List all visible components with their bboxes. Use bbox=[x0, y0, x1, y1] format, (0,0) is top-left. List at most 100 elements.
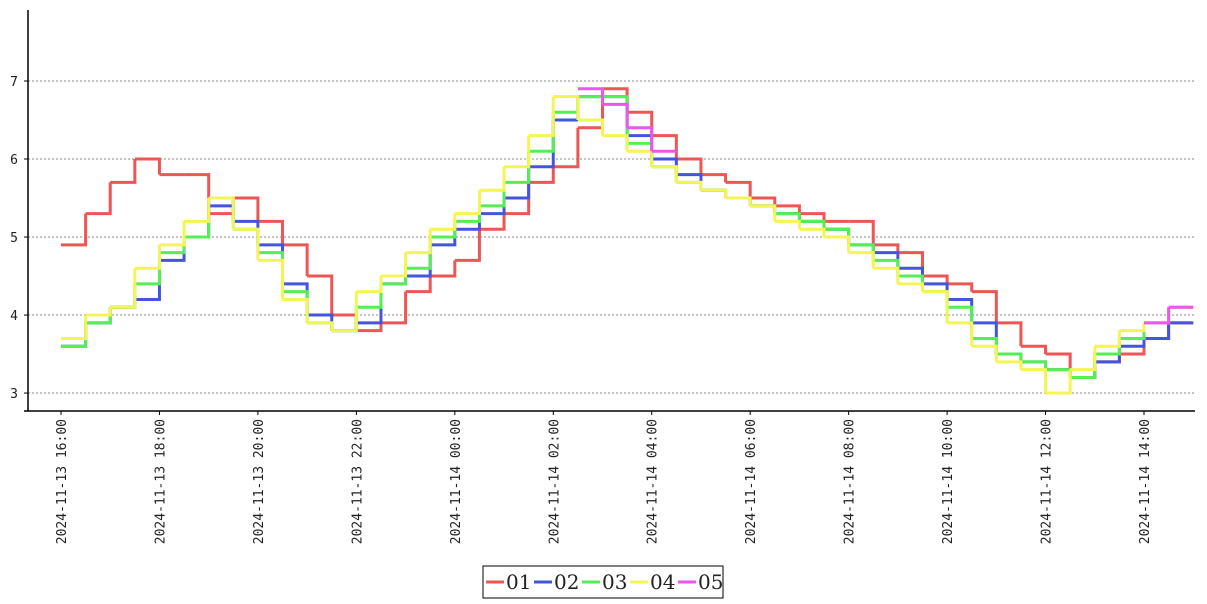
line-step bbox=[897, 282, 924, 292]
line-step bbox=[774, 219, 801, 230]
legend-label: 03 bbox=[602, 570, 627, 594]
line-step bbox=[971, 344, 998, 362]
line-step bbox=[356, 283, 383, 325]
line-step bbox=[947, 282, 974, 292]
line-step bbox=[553, 96, 580, 114]
line-step bbox=[1020, 368, 1048, 394]
line-step bbox=[159, 221, 186, 247]
line-step bbox=[134, 260, 161, 301]
line-step bbox=[947, 297, 974, 323]
line-step bbox=[824, 235, 851, 253]
x-tick-label: 2024-11-14 08:00 bbox=[843, 419, 858, 544]
line-step bbox=[700, 188, 728, 199]
legend: 01 02 03 04 05 bbox=[482, 565, 724, 599]
y-tick-label: 3 bbox=[10, 387, 18, 402]
line-step bbox=[996, 321, 1023, 347]
line-step bbox=[528, 166, 555, 184]
line-step bbox=[799, 212, 826, 222]
line-step bbox=[356, 276, 383, 294]
line-step bbox=[282, 243, 309, 277]
line-step bbox=[1045, 369, 1072, 395]
x-tick-label: 2024-11-13 18:00 bbox=[153, 419, 168, 544]
line-step bbox=[1119, 322, 1146, 333]
line-step bbox=[61, 213, 88, 247]
series bbox=[61, 87, 1194, 379]
line-step bbox=[380, 252, 408, 278]
line-step bbox=[479, 166, 506, 192]
line-step bbox=[676, 157, 703, 175]
x-tick-label: 2024-11-13 22:00 bbox=[350, 419, 365, 544]
line-step bbox=[184, 198, 211, 239]
line-step bbox=[774, 204, 801, 214]
line-step bbox=[700, 173, 728, 183]
line-step bbox=[257, 258, 285, 300]
line-step bbox=[61, 322, 88, 348]
line-step bbox=[996, 352, 1023, 362]
line-step bbox=[110, 283, 137, 309]
line-step bbox=[627, 110, 654, 136]
line-step bbox=[1144, 322, 1171, 340]
line-step bbox=[971, 290, 998, 323]
series bbox=[577, 87, 1194, 325]
line-step bbox=[233, 227, 260, 261]
x-tick-label: 2024-11-14 12:00 bbox=[1040, 419, 1055, 544]
line-step bbox=[897, 251, 924, 277]
legend-label: 02 bbox=[554, 570, 579, 594]
line-step bbox=[602, 87, 629, 113]
x-tick-label: 2024-11-13 20:00 bbox=[252, 419, 267, 544]
line-step bbox=[233, 219, 260, 245]
line-step bbox=[331, 307, 358, 333]
legend-label: 01 bbox=[506, 570, 531, 594]
series bbox=[61, 95, 1194, 395]
line-step bbox=[405, 229, 432, 255]
line-step bbox=[627, 134, 654, 160]
line-step bbox=[528, 96, 555, 138]
line-step bbox=[134, 157, 161, 175]
line-step bbox=[184, 173, 211, 214]
line-step bbox=[134, 244, 161, 270]
line-step bbox=[577, 87, 604, 105]
legend-label: 05 bbox=[698, 570, 723, 594]
line-step bbox=[553, 96, 580, 122]
line-step bbox=[1045, 352, 1072, 378]
line-step bbox=[725, 196, 752, 206]
line-step bbox=[1144, 322, 1171, 340]
line-step bbox=[1119, 338, 1146, 348]
x-tick-label: 2024-11-13 16:00 bbox=[55, 419, 70, 544]
line-step bbox=[405, 244, 432, 278]
line-step bbox=[479, 213, 506, 231]
line-step bbox=[922, 274, 949, 284]
line-step bbox=[848, 219, 875, 245]
line-step bbox=[651, 165, 678, 183]
line-step bbox=[430, 260, 457, 278]
line-step bbox=[651, 134, 678, 160]
line-step bbox=[627, 126, 654, 152]
line-step bbox=[61, 322, 88, 348]
line-step bbox=[85, 307, 112, 317]
line-step bbox=[184, 198, 211, 223]
line-step bbox=[257, 251, 285, 292]
line-step bbox=[1070, 354, 1097, 379]
line-step bbox=[996, 360, 1023, 370]
line-step bbox=[1045, 368, 1072, 378]
line-step bbox=[479, 182, 506, 208]
line-step bbox=[257, 219, 285, 245]
line-step bbox=[233, 227, 260, 253]
line-step bbox=[282, 290, 309, 323]
line-step bbox=[750, 196, 777, 206]
line-step bbox=[307, 321, 334, 331]
line-step bbox=[504, 135, 531, 169]
line-step bbox=[602, 95, 629, 136]
x-tick-label: 2024-11-14 00:00 bbox=[449, 419, 464, 544]
line-step bbox=[774, 212, 801, 222]
line-step bbox=[405, 276, 432, 294]
line-step bbox=[848, 251, 875, 269]
line-step bbox=[602, 102, 629, 128]
line-step bbox=[61, 315, 88, 340]
y-tick-label: 4 bbox=[10, 309, 18, 324]
line-step bbox=[750, 204, 777, 222]
line-step bbox=[331, 313, 358, 331]
line-step bbox=[799, 219, 826, 230]
line-step bbox=[282, 297, 309, 323]
